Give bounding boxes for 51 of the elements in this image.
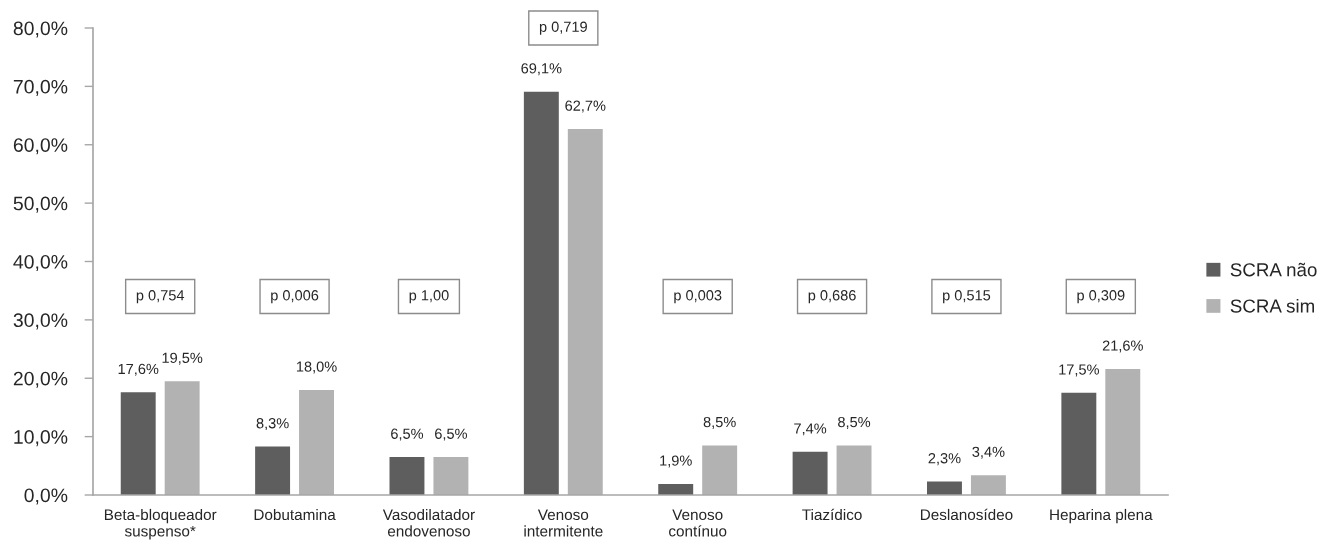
data-label: 7,4% <box>794 423 827 436</box>
bar <box>120 392 156 495</box>
data-label: 19,5% <box>162 352 203 365</box>
bar <box>523 91 559 495</box>
data-label: 8,5% <box>838 416 871 429</box>
legend-label: SCRA sim <box>1230 298 1315 313</box>
bar <box>1061 392 1097 495</box>
annotation: p 0,686 <box>808 290 856 304</box>
y-tick-label: 30,0% <box>13 313 68 330</box>
x-tick-label: Dobutamina <box>254 508 336 521</box>
y-tick-label: 60,0% <box>13 138 68 155</box>
x-tick-label: Heparina plena <box>1050 508 1153 524</box>
x-tick-label: Beta-bloqueador suspenso* <box>104 508 217 540</box>
data-label: 17,6% <box>118 363 159 376</box>
y-tick-label: 40,0% <box>13 254 68 272</box>
y-tick-label: 20,0% <box>13 371 68 388</box>
bar <box>658 483 694 495</box>
x-tick-label: Vasodilatador endovenoso <box>382 508 475 537</box>
annotation: p 1,00 <box>409 290 449 304</box>
x-tick-label: Tiazídico <box>802 508 862 521</box>
bar <box>792 451 828 495</box>
data-label: 3,4% <box>972 446 1005 459</box>
annotation: p 0,006 <box>271 290 319 304</box>
annotation: p 0,754 <box>136 290 185 304</box>
data-label: 8,5% <box>703 416 736 429</box>
bar <box>389 457 425 495</box>
data-label: 17,5% <box>1059 364 1099 377</box>
annotation: p 0,719 <box>539 21 587 35</box>
data-label: 62,7% <box>565 100 606 113</box>
data-label: 6,5% <box>435 428 468 441</box>
legend-label: SCRA não <box>1230 262 1317 277</box>
y-tick-label: 80,0% <box>13 21 68 38</box>
y-tick-label: 10,0% <box>14 430 68 447</box>
annotation: p 0,309 <box>1077 290 1125 304</box>
data-label: 1,9% <box>660 455 692 468</box>
bar <box>927 481 962 495</box>
x-tick-label: Deslanosídeo <box>920 508 1013 521</box>
data-label: 18,0% <box>296 361 337 374</box>
y-tick-label: 0,0% <box>24 488 68 505</box>
annotation: p 0,515 <box>943 290 991 304</box>
x-tick-label: Venoso contínuo <box>669 509 727 537</box>
data-label: 2,3% <box>928 453 961 466</box>
data-label: 21,6% <box>1102 340 1143 353</box>
data-label: 8,3% <box>256 418 289 431</box>
x-tick-label: Venoso intermitente <box>524 509 603 537</box>
y-tick-label: 50,0% <box>13 196 68 213</box>
bar <box>255 446 291 495</box>
data-label: 6,5% <box>391 428 424 441</box>
data-label: 69,1% <box>521 63 562 76</box>
annotation: p 0,003 <box>674 290 722 304</box>
y-tick-label: 70,0% <box>13 79 68 96</box>
